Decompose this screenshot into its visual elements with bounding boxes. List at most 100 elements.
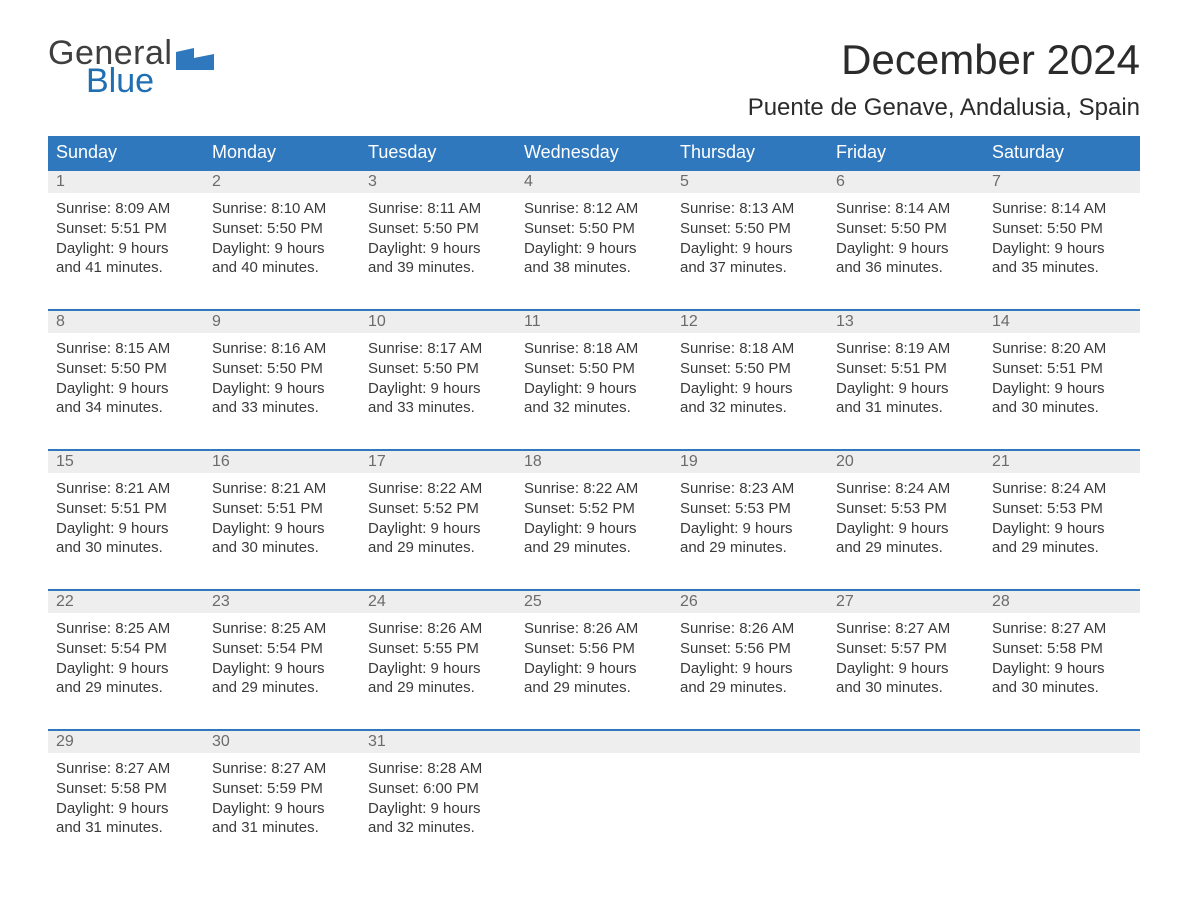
day-body: Sunrise: 8:27 AMSunset: 5:59 PMDaylight:… — [204, 753, 360, 840]
title-block: December 2024 Puente de Genave, Andalusi… — [748, 36, 1140, 122]
day-number: 27 — [828, 591, 984, 613]
day-sunset: Sunset: 5:50 PM — [524, 359, 666, 379]
day-sunrise: Sunrise: 8:17 AM — [368, 339, 510, 359]
location: Puente de Genave, Andalusia, Spain — [748, 94, 1140, 122]
day-body: Sunrise: 8:21 AMSunset: 5:51 PMDaylight:… — [204, 473, 360, 560]
day-d2: and 36 minutes. — [836, 258, 978, 278]
day-number: 26 — [672, 591, 828, 613]
day-body: Sunrise: 8:21 AMSunset: 5:51 PMDaylight:… — [48, 473, 204, 560]
day-d1: Daylight: 9 hours — [992, 239, 1134, 259]
day-number: 21 — [984, 451, 1140, 473]
day-body: Sunrise: 8:24 AMSunset: 5:53 PMDaylight:… — [828, 473, 984, 560]
day-body: Sunrise: 8:12 AMSunset: 5:50 PMDaylight:… — [516, 193, 672, 280]
day-cell: 4Sunrise: 8:12 AMSunset: 5:50 PMDaylight… — [516, 171, 672, 289]
day-number: 11 — [516, 311, 672, 333]
day-d2: and 30 minutes. — [56, 538, 198, 558]
day-number: 14 — [984, 311, 1140, 333]
day-sunset: Sunset: 5:54 PM — [56, 639, 198, 659]
day-d1: Daylight: 9 hours — [524, 659, 666, 679]
day-sunset: Sunset: 5:50 PM — [524, 219, 666, 239]
day-sunrise: Sunrise: 8:16 AM — [212, 339, 354, 359]
day-number — [672, 731, 828, 753]
day-header-monday: Monday — [204, 136, 360, 169]
day-sunrise: Sunrise: 8:11 AM — [368, 199, 510, 219]
day-sunrise: Sunrise: 8:27 AM — [56, 759, 198, 779]
day-d1: Daylight: 9 hours — [212, 519, 354, 539]
day-sunrise: Sunrise: 8:24 AM — [836, 479, 978, 499]
day-cell: 17Sunrise: 8:22 AMSunset: 5:52 PMDayligh… — [360, 451, 516, 569]
week-row: 22Sunrise: 8:25 AMSunset: 5:54 PMDayligh… — [48, 589, 1140, 709]
day-sunrise: Sunrise: 8:22 AM — [524, 479, 666, 499]
day-d2: and 29 minutes. — [680, 678, 822, 698]
day-d2: and 37 minutes. — [680, 258, 822, 278]
day-d2: and 35 minutes. — [992, 258, 1134, 278]
day-d1: Daylight: 9 hours — [836, 379, 978, 399]
day-sunrise: Sunrise: 8:25 AM — [56, 619, 198, 639]
day-number: 30 — [204, 731, 360, 753]
day-sunset: Sunset: 5:50 PM — [212, 359, 354, 379]
day-number: 23 — [204, 591, 360, 613]
day-sunrise: Sunrise: 8:23 AM — [680, 479, 822, 499]
week-row: 8Sunrise: 8:15 AMSunset: 5:50 PMDaylight… — [48, 309, 1140, 429]
day-d1: Daylight: 9 hours — [680, 519, 822, 539]
day-cell: 7Sunrise: 8:14 AMSunset: 5:50 PMDaylight… — [984, 171, 1140, 289]
day-cell: 11Sunrise: 8:18 AMSunset: 5:50 PMDayligh… — [516, 311, 672, 429]
day-body: Sunrise: 8:23 AMSunset: 5:53 PMDaylight:… — [672, 473, 828, 560]
day-d2: and 29 minutes. — [212, 678, 354, 698]
day-sunset: Sunset: 5:56 PM — [680, 639, 822, 659]
day-cell — [516, 731, 672, 849]
day-cell: 9Sunrise: 8:16 AMSunset: 5:50 PMDaylight… — [204, 311, 360, 429]
day-cell: 8Sunrise: 8:15 AMSunset: 5:50 PMDaylight… — [48, 311, 204, 429]
day-d1: Daylight: 9 hours — [368, 519, 510, 539]
brand-word-2: Blue — [86, 64, 214, 98]
day-sunset: Sunset: 5:52 PM — [368, 499, 510, 519]
day-sunrise: Sunrise: 8:25 AM — [212, 619, 354, 639]
day-cell: 12Sunrise: 8:18 AMSunset: 5:50 PMDayligh… — [672, 311, 828, 429]
day-number — [984, 731, 1140, 753]
day-d2: and 31 minutes. — [212, 818, 354, 838]
day-cell: 10Sunrise: 8:17 AMSunset: 5:50 PMDayligh… — [360, 311, 516, 429]
day-d2: and 39 minutes. — [368, 258, 510, 278]
day-sunrise: Sunrise: 8:15 AM — [56, 339, 198, 359]
day-body: Sunrise: 8:26 AMSunset: 5:56 PMDaylight:… — [516, 613, 672, 700]
day-cell: 2Sunrise: 8:10 AMSunset: 5:50 PMDaylight… — [204, 171, 360, 289]
day-sunrise: Sunrise: 8:26 AM — [368, 619, 510, 639]
day-sunrise: Sunrise: 8:18 AM — [680, 339, 822, 359]
day-number — [516, 731, 672, 753]
day-body: Sunrise: 8:25 AMSunset: 5:54 PMDaylight:… — [204, 613, 360, 700]
day-sunset: Sunset: 5:59 PM — [212, 779, 354, 799]
brand-logo: General Blue — [48, 36, 214, 98]
day-sunset: Sunset: 5:56 PM — [524, 639, 666, 659]
day-d2: and 40 minutes. — [212, 258, 354, 278]
day-d2: and 29 minutes. — [524, 678, 666, 698]
day-body: Sunrise: 8:16 AMSunset: 5:50 PMDaylight:… — [204, 333, 360, 420]
day-sunset: Sunset: 5:50 PM — [56, 359, 198, 379]
day-d2: and 29 minutes. — [836, 538, 978, 558]
day-d1: Daylight: 9 hours — [56, 519, 198, 539]
day-d1: Daylight: 9 hours — [368, 659, 510, 679]
day-d2: and 29 minutes. — [680, 538, 822, 558]
day-d2: and 29 minutes. — [524, 538, 666, 558]
day-sunset: Sunset: 5:51 PM — [56, 499, 198, 519]
week-row: 29Sunrise: 8:27 AMSunset: 5:58 PMDayligh… — [48, 729, 1140, 849]
day-number: 28 — [984, 591, 1140, 613]
day-d2: and 31 minutes. — [836, 398, 978, 418]
day-sunrise: Sunrise: 8:09 AM — [56, 199, 198, 219]
day-cell: 15Sunrise: 8:21 AMSunset: 5:51 PMDayligh… — [48, 451, 204, 569]
day-body: Sunrise: 8:26 AMSunset: 5:55 PMDaylight:… — [360, 613, 516, 700]
day-sunrise: Sunrise: 8:21 AM — [212, 479, 354, 499]
day-body: Sunrise: 8:19 AMSunset: 5:51 PMDaylight:… — [828, 333, 984, 420]
day-number: 6 — [828, 171, 984, 193]
day-body: Sunrise: 8:17 AMSunset: 5:50 PMDaylight:… — [360, 333, 516, 420]
day-d2: and 29 minutes. — [368, 538, 510, 558]
day-d1: Daylight: 9 hours — [680, 379, 822, 399]
day-number: 3 — [360, 171, 516, 193]
day-d1: Daylight: 9 hours — [212, 379, 354, 399]
day-number: 7 — [984, 171, 1140, 193]
day-cell: 24Sunrise: 8:26 AMSunset: 5:55 PMDayligh… — [360, 591, 516, 709]
day-d2: and 29 minutes. — [992, 538, 1134, 558]
day-cell — [984, 731, 1140, 849]
day-number: 15 — [48, 451, 204, 473]
day-sunrise: Sunrise: 8:24 AM — [992, 479, 1134, 499]
day-d1: Daylight: 9 hours — [992, 379, 1134, 399]
